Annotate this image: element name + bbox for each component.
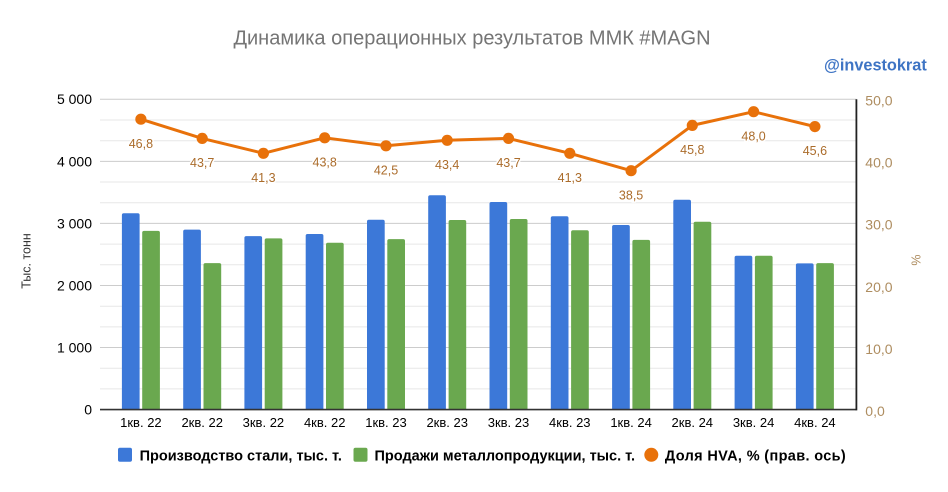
svg-text:4кв. 22: 4кв. 22 [304, 415, 346, 430]
svg-text:41,3: 41,3 [251, 171, 275, 185]
svg-text:40,0: 40,0 [865, 155, 892, 171]
svg-text:45,6: 45,6 [803, 144, 827, 158]
svg-text:10,0: 10,0 [865, 341, 892, 357]
svg-text:3 000: 3 000 [57, 215, 92, 231]
svg-text:41,3: 41,3 [558, 171, 582, 185]
svg-text:43,7: 43,7 [190, 156, 214, 170]
svg-text:48,0: 48,0 [741, 129, 765, 143]
svg-text:2 000: 2 000 [57, 277, 92, 293]
svg-text:43,7: 43,7 [496, 156, 520, 170]
svg-text:43,4: 43,4 [435, 158, 459, 172]
svg-text:4кв. 24: 4кв. 24 [794, 415, 836, 430]
svg-text:30,0: 30,0 [865, 217, 892, 233]
svg-text:50,0: 50,0 [865, 93, 892, 109]
svg-text:Динамика операционных результа: Динамика операционных результатов ММК #M… [233, 27, 710, 49]
svg-text:1кв. 24: 1кв. 24 [610, 415, 652, 430]
svg-text:Продажи металлопродукции, тыс.: Продажи металлопродукции, тыс. т. [375, 449, 636, 465]
svg-text:20,0: 20,0 [865, 279, 892, 295]
svg-text:3кв. 22: 3кв. 22 [243, 415, 285, 430]
svg-text:46,8: 46,8 [129, 137, 153, 151]
svg-text:3кв. 23: 3кв. 23 [488, 415, 530, 430]
svg-text:0: 0 [84, 402, 92, 418]
svg-text:4кв. 23: 4кв. 23 [549, 415, 591, 430]
svg-text:@investokrat: @investokrat [824, 56, 927, 74]
svg-text:45,8: 45,8 [680, 143, 704, 157]
svg-text:1 000: 1 000 [57, 339, 92, 355]
svg-text:%: % [910, 254, 924, 265]
svg-text:43,8: 43,8 [313, 155, 337, 169]
svg-text:1кв. 23: 1кв. 23 [365, 415, 407, 430]
svg-text:4 000: 4 000 [57, 153, 92, 169]
svg-text:Производство стали, тыс. т.: Производство стали, тыс. т. [140, 449, 342, 465]
svg-text:3кв. 24: 3кв. 24 [733, 415, 775, 430]
svg-text:5 000: 5 000 [57, 91, 92, 107]
svg-text:2кв. 24: 2кв. 24 [672, 415, 714, 430]
svg-text:2кв. 22: 2кв. 22 [181, 415, 223, 430]
svg-text:Тыс. тонн: Тыс. тонн [19, 233, 33, 289]
svg-text:0,0: 0,0 [865, 403, 885, 419]
svg-text:42,5: 42,5 [374, 163, 398, 177]
svg-text:Доля HVA, % (прав. ось): Доля HVA, % (прав. ось) [665, 449, 846, 465]
svg-text:38,5: 38,5 [619, 188, 643, 202]
svg-text:2кв. 23: 2кв. 23 [426, 415, 468, 430]
svg-text:1кв. 22: 1кв. 22 [120, 415, 162, 430]
